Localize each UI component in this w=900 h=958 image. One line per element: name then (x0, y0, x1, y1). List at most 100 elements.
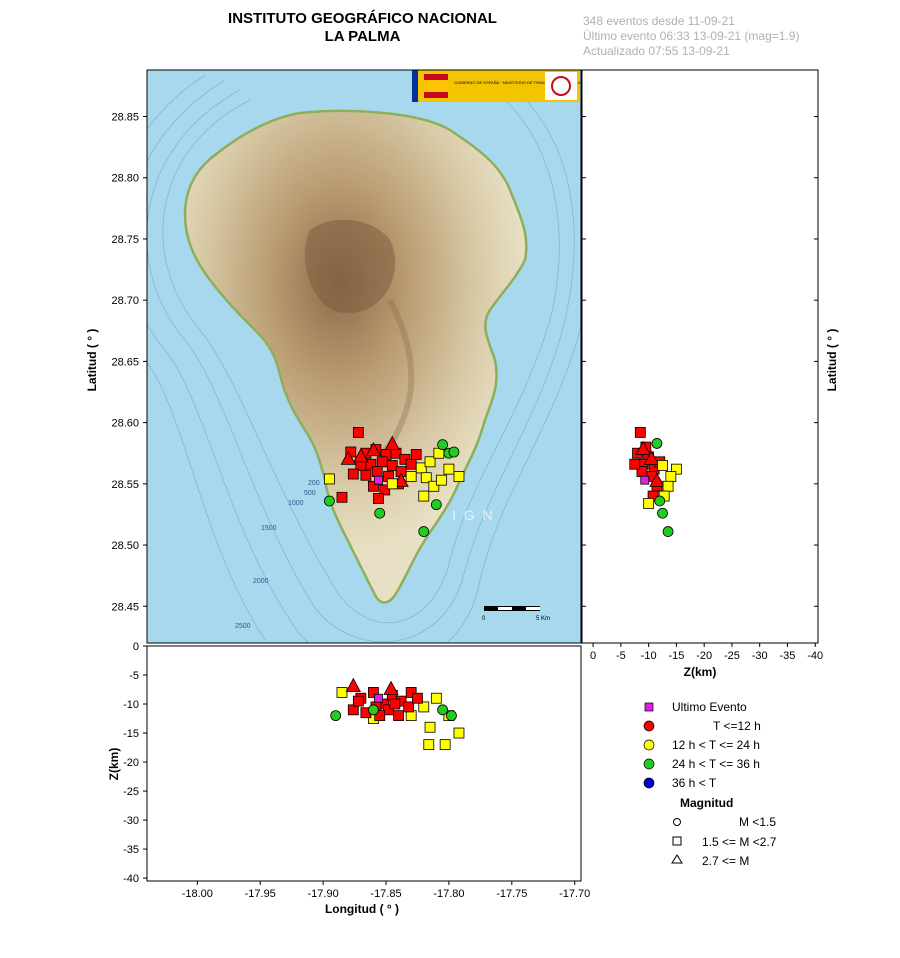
x-tick-label: -17.75 (496, 888, 527, 900)
event-marker (336, 491, 348, 503)
y-tick-label: 0 (133, 641, 139, 653)
event-marker (635, 440, 651, 455)
x-tick-label: -15 (668, 650, 684, 662)
map-frame (146, 69, 582, 644)
event-marker (671, 463, 682, 475)
y-tick-label: -20 (123, 757, 139, 769)
cumbre-vieja-ridge (382, 298, 415, 453)
event-marker (435, 474, 447, 486)
event-marker (443, 463, 455, 475)
event-marker (649, 472, 665, 487)
event-marker (376, 456, 388, 468)
event-marker (353, 448, 369, 463)
event-marker (405, 687, 417, 698)
event-marker (360, 469, 372, 481)
legend-t24-marker (643, 739, 655, 751)
x-tick-label: -30 (752, 650, 768, 662)
event-marker (446, 710, 457, 722)
y-tick-label: -35 (123, 844, 139, 856)
legend-t12-label: T <=12 h (713, 719, 761, 733)
contour-label-1500: 1500 (261, 525, 277, 532)
event-marker (410, 449, 422, 460)
y-tick-label: -5 (129, 670, 139, 682)
x-tick-label: -17.90 (308, 888, 339, 900)
contour-label-1000: 1000 (288, 500, 304, 507)
scale-label-5km: 5 Km (536, 616, 550, 622)
event-marker (654, 495, 666, 507)
updated-info: Actualizado 07:55 13-09-21 (583, 44, 730, 58)
lon-depth-y-axis-label: Z(km) (107, 748, 121, 781)
y-tick-label: -25 (123, 786, 139, 798)
caldera-relief (304, 219, 396, 314)
event-marker (340, 450, 356, 465)
event-marker (405, 471, 417, 482)
event-marker (368, 480, 379, 492)
chart-title: INSTITUTO GEOGRÁFICO NACIONAL (228, 10, 497, 27)
depth-lat-y-axis-label: Latitud ( ° ) (825, 329, 839, 392)
event-marker (662, 526, 674, 537)
legend-magnitude-title: Magnitud (680, 796, 734, 810)
event-marker (336, 687, 348, 698)
contour-label-2500: 2500 (235, 623, 251, 630)
event-marker (420, 472, 432, 484)
legend-last-event-marker (644, 702, 654, 712)
event-marker (657, 507, 668, 519)
x-tick-label: -35 (780, 650, 796, 662)
contour-label-2000: 2000 (253, 578, 269, 585)
scale-label-0: 0 (482, 616, 486, 622)
event-marker (418, 526, 430, 537)
legend-t12-marker (643, 720, 655, 732)
y-tick-label: 28.50 (111, 540, 139, 552)
y-tick-label: -15 (123, 728, 139, 740)
chart-subtitle: LA PALMA (324, 28, 401, 45)
event-marker (347, 468, 359, 480)
y-tick-label: -30 (123, 815, 139, 827)
y-tick-label: 28.70 (111, 295, 139, 307)
x-tick-label: 0 (590, 650, 596, 662)
event-marker (453, 471, 465, 482)
event-marker (651, 438, 663, 449)
x-tick-label: -17.80 (433, 888, 464, 900)
y-tick-label: 28.65 (111, 356, 139, 368)
event-marker (352, 695, 364, 707)
event-marker (629, 458, 641, 470)
event-marker (405, 458, 417, 470)
legend-old-marker (643, 777, 655, 789)
event-marker (393, 710, 404, 722)
event-marker (389, 698, 401, 710)
legend-circle-shape (673, 818, 681, 826)
x-tick-label: -17.85 (370, 888, 401, 900)
event-marker (412, 692, 423, 704)
event-marker (643, 450, 660, 465)
y-tick-label: 28.80 (111, 173, 139, 185)
ign-watermark: I G N (452, 507, 495, 523)
y-tick-label: 28.55 (111, 479, 139, 491)
event-marker (386, 460, 398, 471)
event-marker (324, 473, 335, 485)
depth-lat-panel (581, 69, 819, 644)
event-marker (374, 710, 386, 722)
event-marker (368, 704, 379, 716)
event-marker (403, 701, 415, 713)
legend (643, 702, 683, 864)
contour-label-500: 500 (304, 490, 316, 497)
legend-old-label: 36 h < T (672, 776, 717, 790)
legend-last-event-label: Ultimo Evento (672, 700, 747, 714)
event-marker (368, 687, 379, 698)
y-tick-label: 28.85 (111, 112, 139, 124)
event-marker (384, 435, 400, 451)
event-marker (418, 490, 430, 502)
event-marker (430, 692, 442, 704)
event-marker (374, 693, 383, 703)
event-marker (330, 710, 342, 722)
y-tick-label: 28.75 (111, 234, 139, 246)
y-tick-label: -10 (123, 699, 139, 711)
legend-m-big-label: 2.7 <= M (702, 854, 750, 868)
event-marker (453, 727, 465, 739)
y-tick-label: -40 (123, 873, 139, 885)
event-marker (379, 484, 391, 496)
event-marker (383, 680, 399, 695)
depth-lat-x-axis-label: Z(km) (684, 665, 717, 679)
event-marker (374, 507, 386, 519)
